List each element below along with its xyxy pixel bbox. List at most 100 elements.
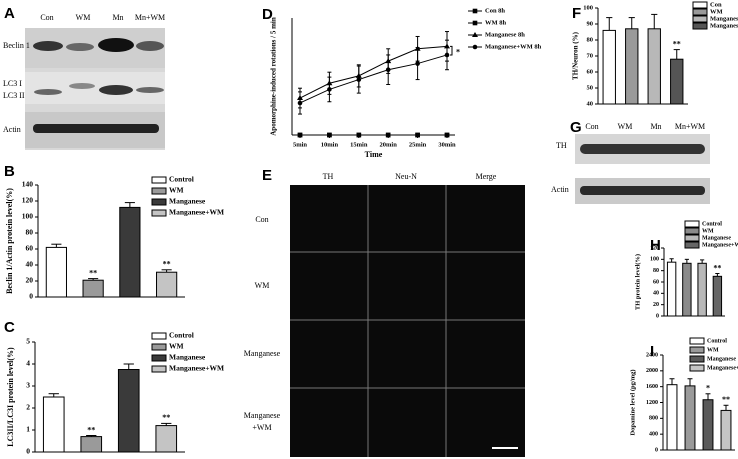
band bbox=[69, 83, 95, 89]
legend-key bbox=[151, 187, 167, 195]
panel-letter: G bbox=[570, 119, 582, 136]
bar bbox=[682, 262, 692, 317]
y-tick-label: 1 bbox=[26, 425, 30, 434]
significance: ** bbox=[673, 39, 681, 48]
y-tick-label: 80 bbox=[587, 36, 594, 43]
panel-letter: I bbox=[650, 343, 654, 360]
band bbox=[66, 43, 94, 51]
marker bbox=[415, 132, 420, 138]
significance: ** bbox=[87, 425, 95, 434]
marker bbox=[385, 132, 391, 138]
bar bbox=[156, 271, 178, 298]
marker bbox=[472, 8, 478, 14]
row-label: Manganese bbox=[244, 411, 281, 420]
series-line bbox=[299, 54, 448, 104]
y-tick-label: 2400 bbox=[646, 352, 658, 358]
legend-label: Manganese bbox=[710, 15, 738, 22]
legend-label: Control bbox=[169, 175, 194, 184]
panel-letter: B bbox=[4, 163, 15, 180]
x-tick-label: 10min bbox=[321, 141, 339, 148]
legend-key bbox=[684, 234, 700, 242]
micrograph bbox=[290, 185, 525, 457]
panel-letter: F bbox=[572, 5, 581, 22]
lane-label: WM bbox=[76, 13, 91, 22]
y-axis-label: TH protein level(%) bbox=[634, 254, 641, 310]
y-tick-label: 400 bbox=[649, 432, 658, 438]
legend-key bbox=[684, 227, 700, 235]
y-tick-label: 40 bbox=[587, 100, 594, 107]
legend-key bbox=[151, 198, 167, 206]
row-label: Manganese bbox=[244, 349, 281, 358]
y-tick-label: 5 bbox=[26, 337, 30, 346]
y-tick-label: 3 bbox=[26, 381, 30, 390]
band bbox=[580, 144, 705, 154]
row-label: WM bbox=[255, 281, 270, 290]
legend-key bbox=[689, 355, 705, 363]
y-tick-label: 1600 bbox=[646, 384, 658, 390]
legend-label: WM bbox=[707, 347, 719, 353]
y-tick-label: 0 bbox=[29, 292, 33, 301]
legend-label: Control bbox=[707, 338, 727, 344]
y-tick-label: 90 bbox=[587, 20, 594, 27]
bar bbox=[720, 409, 732, 451]
bar bbox=[625, 28, 639, 105]
significance: ** bbox=[163, 260, 171, 269]
band bbox=[99, 85, 133, 95]
band bbox=[33, 41, 63, 51]
marker bbox=[415, 61, 420, 66]
bar bbox=[666, 384, 678, 451]
y-tick-label: 1200 bbox=[646, 400, 658, 406]
lane-label: Mn bbox=[650, 122, 661, 131]
legend-key bbox=[692, 1, 708, 9]
legend-label: WM bbox=[169, 186, 184, 195]
x-tick-label: 15min bbox=[350, 141, 368, 148]
y-tick-label: 2000 bbox=[646, 368, 658, 374]
bar bbox=[712, 275, 723, 317]
legend-key bbox=[151, 343, 167, 351]
series-line bbox=[299, 45, 448, 99]
y-tick-label: 20 bbox=[653, 302, 659, 308]
marker bbox=[297, 100, 303, 106]
legend-label: Manganese bbox=[707, 356, 736, 362]
band bbox=[98, 38, 134, 52]
bar bbox=[702, 399, 714, 451]
marker bbox=[385, 67, 391, 73]
row-label: Actin bbox=[3, 125, 21, 134]
y-tick-label: 120 bbox=[650, 245, 659, 251]
y-tick-label: 100 bbox=[650, 257, 659, 263]
x-tick-label: 20min bbox=[380, 141, 398, 148]
legend-label: WM 8h bbox=[485, 19, 507, 26]
legend-label: WM bbox=[710, 8, 723, 15]
band bbox=[580, 186, 705, 195]
y-tick-label: 60 bbox=[653, 279, 659, 285]
legend-label: Con bbox=[710, 1, 722, 8]
legend-key bbox=[151, 354, 167, 362]
lane-label: WM bbox=[618, 122, 633, 131]
bar bbox=[602, 29, 616, 105]
band bbox=[34, 89, 62, 95]
lane-label: Mn+WM bbox=[135, 13, 165, 22]
row-label: LC3 I bbox=[3, 79, 22, 88]
y-axis-label: Beclin 1/Actin protein level(%) bbox=[5, 188, 14, 294]
y-tick-label: 20 bbox=[26, 276, 34, 285]
significance: * bbox=[706, 384, 710, 393]
legend-label: Manganese bbox=[169, 197, 206, 206]
y-tick-label: 0 bbox=[655, 447, 658, 453]
bar bbox=[647, 28, 661, 105]
y-tick-label: 4 bbox=[26, 359, 30, 368]
y-tick-label: 140 bbox=[22, 180, 34, 189]
lane-label: Con bbox=[40, 13, 53, 22]
bar bbox=[684, 385, 696, 451]
panel-letter: H bbox=[650, 237, 661, 254]
row-label: LC3 II bbox=[3, 91, 25, 100]
panel-letter: D bbox=[262, 6, 273, 23]
legend-key bbox=[684, 220, 700, 228]
lane-label: Mn bbox=[112, 13, 123, 22]
legend-label: WM bbox=[702, 228, 714, 234]
bracket bbox=[450, 45, 453, 56]
legend-key bbox=[689, 337, 705, 345]
bar bbox=[42, 396, 65, 453]
row-label: Beclin 1 bbox=[3, 41, 30, 50]
marker bbox=[327, 87, 332, 92]
band bbox=[136, 41, 164, 51]
